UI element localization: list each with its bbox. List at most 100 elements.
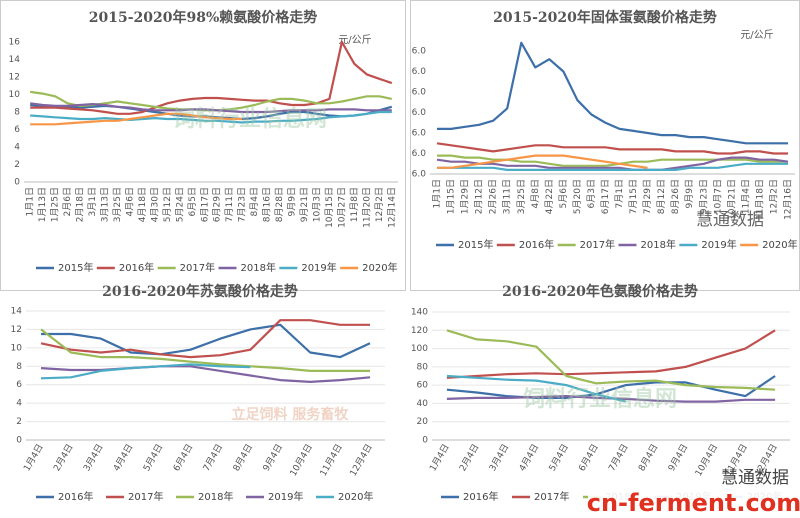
series-line [40,365,371,383]
series-line [436,142,788,155]
x-tick-label: 6月17日 [600,179,611,214]
x-tick-label: 4月4日 [111,442,135,473]
x-tick-label: 5月6日 [558,179,569,208]
series-line [40,328,370,372]
series-line [446,329,776,379]
x-tick-label: 4月4日 [517,442,541,473]
series-line [41,323,371,359]
x-tick-label: 2月26日 [488,179,499,214]
legend-label: 2019年 [701,238,736,251]
y-tick-label: 6.0 [412,149,427,159]
y-tick-label: 8 [16,362,22,372]
x-tick-label: 4月18日 [137,187,148,222]
unit-label: 元/公斤 [338,34,371,46]
x-tick-label: 3月1日 [87,187,98,216]
y-tick-label: 8 [14,108,20,118]
x-tick-label: 10月4日 [288,442,315,478]
legend-label: 2015年 [458,238,493,251]
x-tick-label: 8月4日 [231,442,255,473]
unit-label: 元/公斤 [740,29,773,41]
x-tick-label: 2月4日 [457,442,481,473]
x-tick-label: 7月4日 [201,442,225,473]
y-tick-label: 6.0 [412,67,427,77]
legend-label: 2018年 [198,490,233,503]
y-tick-label: 2 [16,417,22,427]
y-tick-label: 6.0 [412,47,427,57]
brand-watermark: 慧通数据 [721,468,789,488]
y-tick-label: 12 [9,73,20,83]
x-tick-label: 7月23日 [237,187,248,222]
series-line [40,363,251,380]
legend-label: 2020年 [338,490,373,503]
x-tick-label: 5月4日 [141,442,165,473]
x-tick-label: 4月30日 [149,187,160,222]
x-tick-label: 1月4日 [427,442,451,473]
x-tick-label: 6月17日 [199,187,210,222]
x-tick-label: 7月29日 [642,179,653,214]
x-tick-label: 6月29日 [212,187,223,222]
x-tick-label: 1月25日 [50,187,61,222]
x-tick-label: 4月8日 [530,179,541,208]
x-tick-label: 5月4日 [547,442,571,473]
x-tick-label: 8月12日 [656,179,667,214]
x-tick-label: 12月16日 [782,179,793,220]
legend-label: 2016年 [119,261,154,274]
legend-label: 2020年 [762,238,797,251]
y-tick-label: 6.0 [412,108,427,118]
x-tick-label: 6月4日 [171,442,195,473]
y-tick-label: 6 [14,125,20,135]
x-tick-label: 9月4日 [666,442,690,473]
x-tick-label: 8月16日 [262,187,273,222]
domain-backdrop [588,490,800,518]
x-tick-label: 2月18日 [75,187,86,222]
x-tick-label: 6月3日 [586,179,597,208]
x-tick-label: 7月4日 [606,442,630,473]
x-tick-label: 2月4日 [51,442,75,473]
x-tick-label: 7月11日 [224,187,235,222]
y-tick-label: 4 [14,143,20,153]
x-tick-label: 3月11日 [502,179,513,214]
y-tick-label: 100 [411,344,428,354]
series-line [446,374,627,403]
x-tick-label: 5月12日 [162,187,173,222]
x-tick-label: 4月6日 [124,187,135,216]
y-tick-label: 20 [417,417,429,427]
y-tick-label: 2 [14,160,20,170]
x-tick-label: 8月28日 [274,187,285,222]
y-tick-label: 140 [411,308,428,318]
x-tick-label: 11月18日 [754,179,765,220]
x-tick-label: 10月15日 [324,187,335,228]
x-tick-label: 9月23日 [698,179,709,214]
y-tick-label: 10 [11,343,23,353]
x-tick-label: 4月22日 [544,179,555,214]
chart-title: 2016-2020年苏氨酸价格走势 [102,283,298,300]
legend-label: 2017年 [534,490,569,503]
x-tick-label: 9月9日 [287,187,298,216]
x-tick-label: 1月15日 [446,179,457,214]
y-tick-label: 60 [417,381,429,391]
legend-label: 2016年 [58,490,93,503]
legend-label: 2019年 [301,261,336,274]
x-tick-label: 8月4日 [249,187,260,216]
x-tick-label: 1月13日 [37,187,48,222]
x-tick-label: 12月2日 [374,187,385,222]
x-tick-label: 12月4日 [348,442,375,478]
chart-title: 2016-2020年色氨酸价格走势 [502,283,698,300]
x-tick-label: 3月4日 [81,442,105,473]
brand-watermark: 慧通数据 [696,210,764,230]
y-tick-label: 40 [417,399,429,409]
watermark: 饲料行业信息网 [522,386,677,412]
series-line [446,375,776,399]
x-tick-label: 9月21日 [299,187,310,222]
legend-label: 2016年 [463,490,498,503]
y-tick-label: 6.0 [412,170,427,180]
series-line [30,110,392,124]
domain-watermark: cn-ferment.com [587,489,800,517]
y-tick-label: 6.0 [412,129,427,139]
x-tick-label: 7月15日 [628,179,639,214]
x-tick-label: 12月14日 [386,187,397,228]
x-tick-label: 6月4日 [577,442,601,473]
x-tick-label: 6月5日 [187,187,198,216]
x-tick-label: 2月6日 [62,187,73,216]
